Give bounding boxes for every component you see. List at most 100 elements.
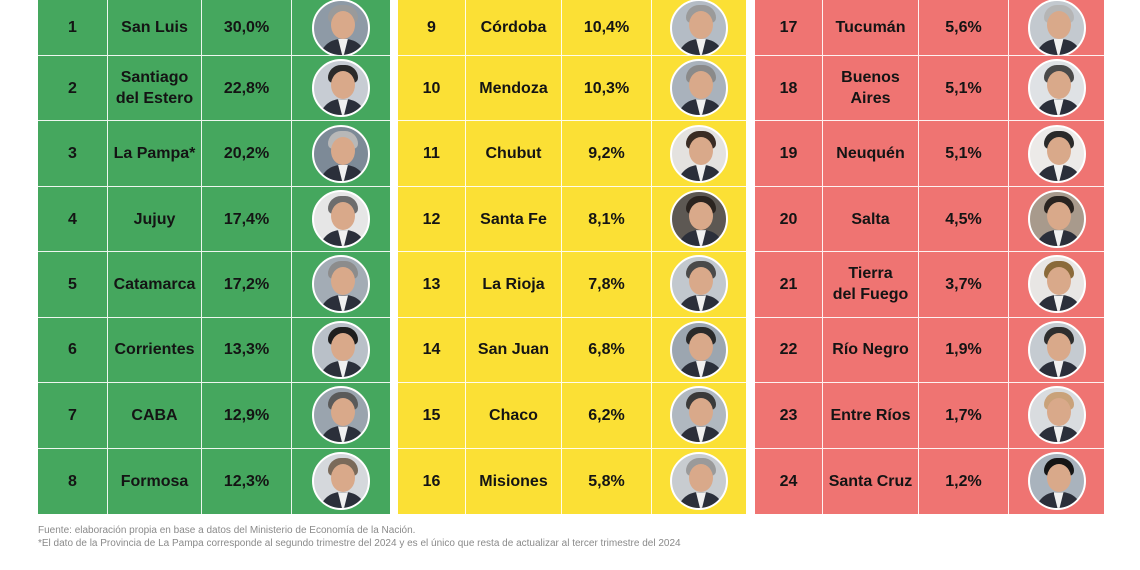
- table-row: 11 Chubut 9,2%: [398, 121, 746, 187]
- value-cell: 3,7%: [919, 252, 1009, 317]
- governor-photo: [670, 190, 728, 249]
- photo-cell: [292, 56, 390, 120]
- table-row: 15 Chaco 6,2%: [398, 383, 746, 449]
- value-cell: 20,2%: [202, 121, 292, 186]
- province-cell: CABA: [108, 383, 202, 448]
- rank-cell: 2: [38, 56, 108, 121]
- province-cell: Río Negro: [823, 317, 919, 383]
- province-cell: Buenos Aires: [823, 56, 919, 121]
- governor-photo: [312, 190, 370, 249]
- value-cell: 6,8%: [562, 317, 652, 383]
- table-row: 17 Tucumán 5,6%: [755, 0, 1104, 56]
- governor-photo: [1027, 452, 1086, 511]
- table-row: 9 Córdoba 10,4%: [398, 0, 746, 56]
- rank-cell: 10: [398, 56, 466, 121]
- value-cell: 9,2%: [562, 121, 652, 186]
- province-cell: Neuquén: [823, 121, 919, 186]
- rank-cell: 8: [38, 448, 108, 514]
- rank-cell: 16: [398, 448, 466, 514]
- photo-cell: [292, 449, 390, 514]
- value-cell: 5,1%: [919, 56, 1009, 121]
- province-cell: La Rioja: [466, 252, 562, 317]
- value-cell: 17,2%: [202, 252, 292, 317]
- photo-cell: [292, 318, 390, 382]
- photo-cell: [1009, 449, 1104, 514]
- rank-cell: 14: [398, 317, 466, 383]
- photo-cell: [292, 0, 390, 55]
- table-row: 14 San Juan 6,8%: [398, 317, 746, 384]
- rank-cell: 7: [38, 383, 108, 448]
- value-cell: 30,0%: [202, 0, 292, 55]
- value-cell: 13,3%: [202, 317, 292, 383]
- photo-cell: [652, 318, 746, 382]
- province-cell: Formosa: [108, 448, 202, 514]
- governor-photo: [312, 386, 370, 445]
- province-cell: Tucumán: [823, 0, 919, 55]
- rank-cell: 21: [755, 252, 823, 317]
- governor-photo: [312, 0, 370, 55]
- table-row: 2 Santiago del Estero 22,8%: [38, 56, 390, 122]
- province-cell: Chaco: [466, 383, 562, 448]
- ranking-panel-red: 17 Tucumán 5,6% 18 Buenos Aires 5,1% 19 …: [755, 0, 1104, 514]
- governor-photo: [312, 452, 370, 511]
- photo-cell: [652, 252, 746, 316]
- governor-photo: [670, 255, 728, 314]
- value-cell: 12,9%: [202, 383, 292, 448]
- value-cell: 5,8%: [562, 448, 652, 514]
- photo-cell: [292, 187, 390, 251]
- value-cell: 22,8%: [202, 56, 292, 121]
- value-cell: 17,4%: [202, 186, 292, 252]
- table-row: 3 La Pampa* 20,2%: [38, 121, 390, 187]
- table-row: 12 Santa Fe 8,1%: [398, 186, 746, 253]
- footnotes: Fuente: elaboración propia en base a dat…: [38, 524, 1098, 550]
- rank-cell: 13: [398, 252, 466, 317]
- value-cell: 6,2%: [562, 383, 652, 448]
- rank-cell: 4: [38, 186, 108, 252]
- province-cell: Chubut: [466, 121, 562, 186]
- governor-photo: [1027, 0, 1086, 55]
- table-row: 20 Salta 4,5%: [755, 186, 1104, 253]
- value-cell: 1,2%: [919, 448, 1009, 514]
- governor-photo: [1027, 255, 1086, 314]
- photo-cell: [1009, 383, 1104, 447]
- province-cell: Catamarca: [108, 252, 202, 317]
- rank-cell: 19: [755, 121, 823, 186]
- governor-photo: [670, 124, 728, 183]
- governor-photo: [1027, 320, 1086, 379]
- rank-cell: 24: [755, 448, 823, 514]
- rank-cell: 15: [398, 383, 466, 448]
- province-cell: San Luis: [108, 0, 202, 55]
- table-row: 23 Entre Ríos 1,7%: [755, 383, 1104, 449]
- province-cell: Entre Ríos: [823, 383, 919, 448]
- rank-cell: 23: [755, 383, 823, 448]
- governor-photo: [670, 320, 728, 379]
- ranking-panel-yellow: 9 Córdoba 10,4% 10 Mendoza 10,3% 11 Chub…: [398, 0, 746, 514]
- photo-cell: [1009, 252, 1104, 316]
- photo-cell: [1009, 0, 1104, 55]
- table-row: 18 Buenos Aires 5,1%: [755, 56, 1104, 122]
- table-row: 8 Formosa 12,3%: [38, 448, 390, 514]
- rank-cell: 6: [38, 317, 108, 383]
- value-cell: 4,5%: [919, 186, 1009, 252]
- photo-cell: [292, 252, 390, 316]
- province-cell: Córdoba: [466, 0, 562, 55]
- table-row: 16 Misiones 5,8%: [398, 448, 746, 514]
- value-cell: 10,3%: [562, 56, 652, 121]
- table-row: 5 Catamarca 17,2%: [38, 252, 390, 318]
- rank-cell: 12: [398, 186, 466, 252]
- photo-cell: [652, 187, 746, 251]
- rank-cell: 9: [398, 0, 466, 55]
- value-cell: 7,8%: [562, 252, 652, 317]
- province-cell: Santa Cruz: [823, 448, 919, 514]
- governor-photo: [1027, 124, 1086, 183]
- province-cell: Santiago del Estero: [108, 56, 202, 121]
- table-row: 21 Tierra del Fuego 3,7%: [755, 252, 1104, 318]
- governor-photo: [1027, 59, 1086, 118]
- table-row: 22 Río Negro 1,9%: [755, 317, 1104, 384]
- photo-cell: [292, 383, 390, 447]
- table-row: 19 Neuquén 5,1%: [755, 121, 1104, 187]
- photo-cell: [292, 121, 390, 185]
- rank-cell: 5: [38, 252, 108, 317]
- governor-photo: [312, 255, 370, 314]
- governor-photo: [312, 59, 370, 118]
